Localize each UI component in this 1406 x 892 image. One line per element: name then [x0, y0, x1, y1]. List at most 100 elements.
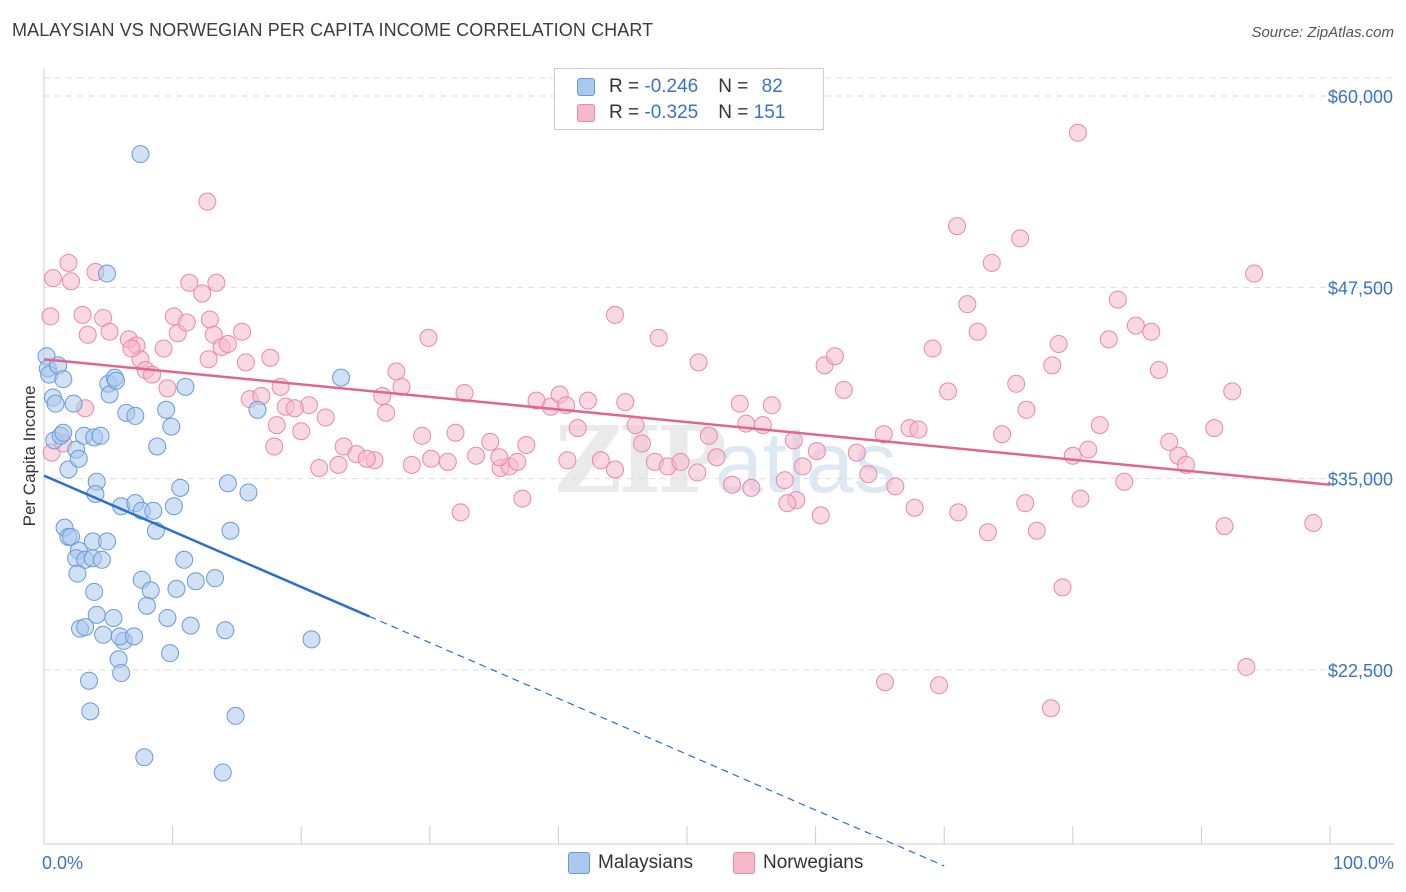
norwegian-trend-line — [43, 358, 1331, 487]
norwegian-point — [198, 192, 217, 211]
norwegian-point — [292, 422, 311, 441]
malaysian-point — [157, 400, 176, 419]
malaysian-trend-line — [43, 474, 370, 618]
norwegian-point — [100, 322, 119, 341]
norwegian-point — [218, 334, 237, 353]
bottom-legend-malaysians: Malaysians — [568, 852, 693, 874]
norwegian-point — [508, 452, 527, 471]
chart-title: MALAYSIAN VS NORWEGIAN PER CAPITA INCOME… — [12, 20, 654, 40]
malaysian-point — [46, 394, 65, 413]
norwegian-point — [207, 273, 226, 292]
norwegian-point — [377, 403, 396, 422]
malaysian-point — [76, 618, 95, 637]
malaysian-point — [80, 671, 99, 690]
malaysian-point — [135, 748, 154, 767]
norwegian-point — [923, 339, 942, 358]
norwegian-point — [1223, 382, 1242, 401]
malaysian-point — [62, 527, 81, 546]
y-tick-label: $47,500 — [1328, 278, 1393, 298]
norwegian-point — [44, 269, 63, 288]
norwegian-point — [1215, 517, 1234, 536]
malaysian-point — [162, 417, 181, 436]
norwegian-point — [707, 448, 726, 467]
norwegian-point — [958, 295, 977, 314]
norwegian-point — [993, 425, 1012, 444]
norwegian-point — [1043, 356, 1062, 375]
norwegian-point — [1079, 440, 1098, 459]
norwegian-point — [422, 449, 441, 468]
norwegian-point — [1160, 432, 1179, 451]
norwegian-point — [1099, 330, 1118, 349]
norwegian-point — [948, 217, 967, 236]
norwegian-point — [874, 425, 893, 444]
norwegian-swatch — [733, 852, 755, 874]
malaysian-point — [218, 474, 237, 493]
norwegian-point — [905, 498, 924, 517]
norwegian-point — [413, 426, 432, 445]
norwegian-point — [1041, 699, 1060, 718]
norwegian-point — [154, 339, 173, 358]
malaysian-point — [206, 569, 225, 588]
norwegian-point — [517, 435, 536, 454]
norwegian-point — [402, 455, 421, 474]
malaysian-swatch — [577, 78, 595, 96]
norwegian-point — [689, 353, 708, 372]
n-value: 151 — [753, 102, 786, 123]
norwegian-point — [1063, 446, 1082, 465]
norwegian-point — [177, 313, 196, 332]
malaysian-trend-extension — [369, 615, 945, 867]
norwegian-point — [310, 458, 329, 477]
norwegian-point — [438, 452, 457, 471]
r-label: R = — [609, 102, 645, 123]
norwegian-point — [605, 305, 624, 324]
malaysian-point — [104, 608, 123, 627]
series-name: Malaysians — [598, 852, 694, 873]
malaysian-point — [69, 449, 88, 468]
y-axis-label: Per Capita Income — [20, 386, 39, 527]
norwegian-point — [775, 471, 794, 490]
legend-row-norwegians: R = -0.325 N = 151 — [577, 101, 785, 125]
norwegian-point — [793, 457, 812, 476]
norwegian-point — [886, 477, 905, 496]
norwegian-point — [467, 446, 486, 465]
malaysian-point — [302, 630, 321, 649]
norwegian-point — [1304, 514, 1323, 533]
norwegian-point — [671, 452, 690, 471]
norwegian-point — [578, 391, 597, 410]
malaysian-point — [85, 582, 104, 601]
legend-row-malaysians: R = -0.246 N = 82 — [577, 75, 783, 99]
norwegian-point — [591, 451, 610, 470]
norwegian-point — [373, 387, 392, 406]
series-name: Norwegians — [763, 852, 864, 873]
norwegian-point — [513, 489, 532, 508]
norwegian-point — [909, 420, 928, 439]
norwegian-point — [982, 253, 1001, 272]
malaysian-point — [141, 581, 160, 600]
norwegian-point — [1245, 264, 1264, 283]
malaysian-point — [176, 377, 195, 396]
malaysian-point — [92, 550, 111, 569]
norwegian-point — [807, 442, 826, 461]
norwegian-point — [568, 419, 587, 438]
norwegian-point — [632, 434, 651, 453]
y-tick-label: $60,000 — [1328, 87, 1393, 107]
norwegian-point — [626, 416, 645, 435]
norwegian-point — [73, 305, 92, 324]
norwegian-point — [446, 423, 465, 442]
x-tick-label-min: 0.0% — [42, 853, 83, 873]
malaysian-point — [175, 550, 194, 569]
norwegian-point — [834, 380, 853, 399]
malaysian-point — [216, 621, 235, 640]
malaysian-point — [186, 572, 205, 591]
norwegian-point — [762, 396, 781, 415]
norwegian-point — [451, 503, 470, 522]
norwegian-point — [236, 353, 255, 372]
norwegian-point — [699, 426, 718, 445]
malaysian-point — [81, 702, 100, 721]
norwegian-point — [688, 463, 707, 482]
norwegian-point — [41, 307, 60, 326]
source-label: Source: ZipAtlas.com — [1251, 24, 1394, 41]
norwegian-point — [122, 339, 141, 358]
norwegian-point — [1090, 416, 1109, 435]
